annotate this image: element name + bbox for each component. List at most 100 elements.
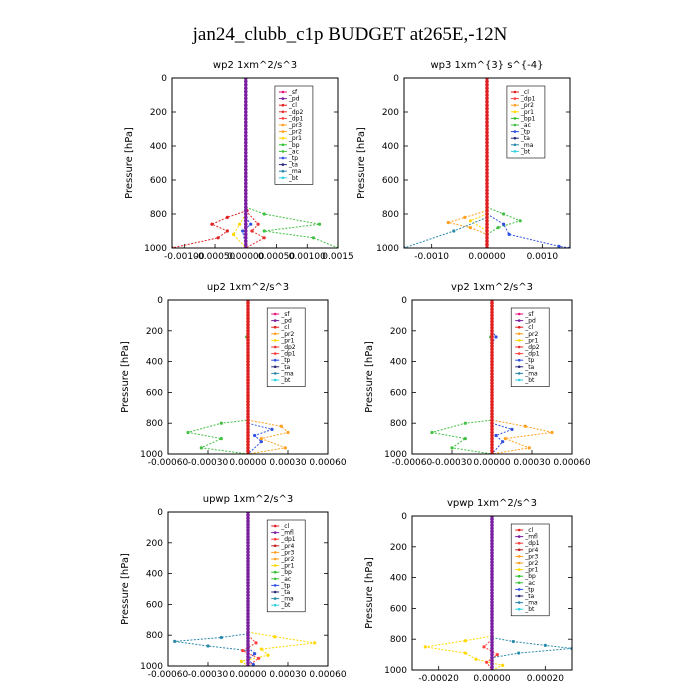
series-marker-mfl — [246, 547, 250, 551]
legend-marker — [273, 570, 277, 574]
series-marker-cl — [485, 157, 489, 162]
series-marker-pr2 — [468, 226, 472, 230]
legend-marker — [517, 548, 521, 552]
legend-marker — [281, 103, 285, 107]
plot-frame — [403, 77, 571, 249]
series-marker-pd — [243, 229, 248, 233]
series-marker-cl — [490, 396, 494, 401]
x-tick-label: 0.0015 — [322, 252, 354, 262]
x-tick-label: -0.00020 — [418, 674, 459, 684]
x-tick-label: 0.00000 — [229, 458, 266, 468]
legend-marker — [273, 564, 277, 567]
y-tick-label: 800 — [146, 419, 163, 429]
legend-label: _ta — [524, 593, 534, 600]
y-tick-label: 600 — [146, 388, 163, 398]
series-marker-pd — [243, 93, 248, 97]
legend-label: _tp — [524, 586, 534, 593]
series-marker-cl — [246, 406, 250, 410]
legend-label: _ac — [520, 122, 531, 129]
series-marker-cl — [485, 205, 489, 209]
series-marker-mfl — [490, 532, 494, 537]
y-axis-label: Pressure [hPa] — [364, 341, 375, 413]
series-marker-pd — [243, 103, 248, 107]
series-marker-cl — [490, 329, 494, 333]
series-marker-pr1 — [238, 222, 242, 226]
legend-label: _pr3 — [288, 122, 302, 129]
series-marker-pr1 — [239, 659, 243, 663]
legend-label: _bp — [524, 573, 536, 580]
series-marker-mfl — [246, 534, 250, 539]
legend-marker — [517, 601, 521, 604]
series-marker-cl — [490, 439, 494, 444]
series-marker-tp — [507, 232, 511, 236]
legend-marker — [517, 528, 521, 532]
series-marker-cl — [246, 329, 250, 333]
legend-label: _ma — [288, 168, 302, 175]
series-marker-ma — [219, 635, 223, 640]
series-marker-cl — [246, 439, 250, 444]
series-marker-cl — [490, 316, 494, 321]
legend-marker — [517, 378, 521, 382]
y-axis-label: Pressure [hPa] — [364, 557, 375, 629]
series-marker-cl — [246, 446, 250, 450]
legend-marker — [273, 524, 277, 528]
series-marker-cl — [485, 239, 489, 243]
legend-marker — [273, 603, 277, 607]
legend-marker — [273, 590, 277, 594]
legend-label: _cl — [280, 324, 289, 331]
series-marker-cl — [485, 113, 489, 118]
series-marker-tp — [270, 427, 274, 431]
series-marker-mfl — [490, 548, 494, 552]
series-marker-mfl — [490, 560, 494, 564]
series-marker-cl — [246, 313, 250, 318]
series-marker-cl — [490, 402, 494, 407]
legend-label: _sf — [280, 311, 290, 318]
series-marker-cl — [490, 362, 494, 367]
series-marker-cl — [485, 219, 489, 223]
series-marker-cl — [485, 212, 489, 216]
legend-label: _tp — [524, 357, 534, 364]
series-marker-cl — [246, 433, 250, 438]
legend-label: _dp1 — [524, 351, 540, 358]
series-marker-pd — [243, 79, 248, 84]
series-marker-cl — [246, 362, 250, 367]
series-marker-cl — [246, 369, 250, 373]
series-marker-cl — [485, 215, 489, 220]
series-marker-cl — [246, 304, 250, 308]
series-marker-cl — [485, 185, 489, 189]
series-marker-cl — [485, 147, 489, 152]
series-marker-cl — [246, 301, 250, 305]
x-tick-label: 0.00000 — [473, 674, 510, 684]
series-marker-cl — [246, 359, 250, 364]
series-marker-cl — [485, 202, 489, 206]
legend-marker — [281, 136, 285, 140]
series-marker-pr1 — [231, 232, 236, 236]
y-tick-label: 400 — [390, 574, 407, 584]
series-marker-pd — [243, 89, 248, 94]
series-marker-cl — [485, 161, 489, 165]
series-marker-ac — [317, 222, 322, 226]
series-marker-cl — [485, 195, 489, 199]
legend-marker — [281, 156, 285, 160]
series-marker-mfl — [246, 618, 250, 622]
y-tick-label: 800 — [390, 635, 407, 645]
panels-group: wp2 1xm^2/s^3 Pressure [hPa] 0 200 400 600 800… — [120, 60, 591, 684]
series-marker-pr2 — [446, 220, 450, 225]
series-line-cl — [172, 78, 248, 248]
y-tick-label: 1000 — [144, 244, 167, 254]
series-marker-cl — [485, 96, 489, 101]
series-marker-mfl — [490, 563, 494, 568]
series-marker-cl — [490, 353, 494, 358]
legend-label: _pr2 — [520, 102, 534, 109]
series-marker-mfl — [490, 649, 494, 654]
series-marker-pd — [243, 140, 248, 145]
series-marker-pr2 — [283, 446, 287, 450]
series-marker-cl — [490, 365, 494, 370]
series-marker-cl — [246, 353, 250, 358]
series-marker-cl — [485, 171, 489, 175]
series-marker-pr1 — [273, 635, 277, 639]
legend-marker — [281, 143, 285, 147]
series-marker-pd — [243, 212, 248, 216]
series-marker-mfl — [246, 661, 250, 665]
series-marker-mfl — [246, 562, 250, 567]
